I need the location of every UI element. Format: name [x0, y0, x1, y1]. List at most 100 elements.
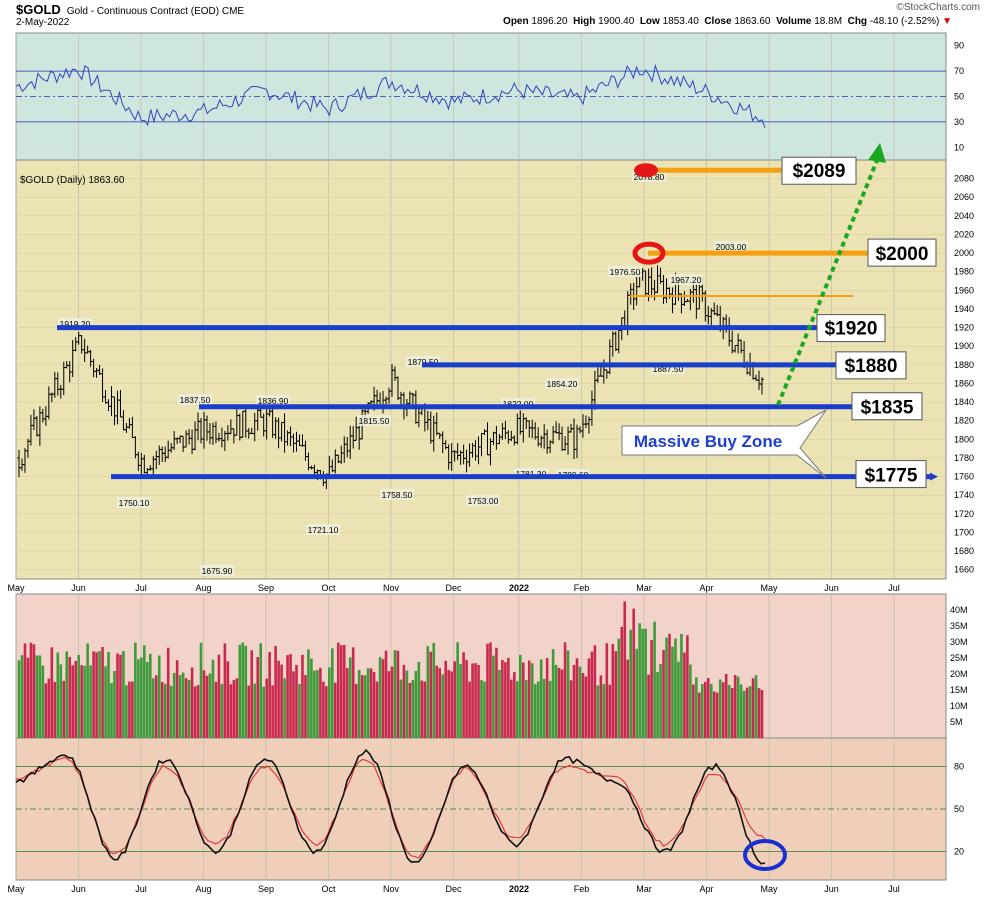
volume-bar	[671, 646, 674, 738]
price-label: 1822.00	[503, 399, 534, 409]
volume-bar	[706, 678, 710, 738]
volume-bar	[131, 681, 134, 738]
level-box-1880	[835, 351, 907, 380]
volume-bar	[662, 650, 665, 738]
price-y-tick: 1760	[954, 472, 974, 482]
volume-bar	[160, 681, 164, 738]
price-y-tick: 1740	[954, 490, 974, 500]
volume-bar	[244, 645, 248, 738]
price-x-tick: Mar	[636, 583, 652, 593]
price-label-bg	[178, 394, 212, 405]
volume-bar	[229, 684, 233, 738]
volume-bar	[689, 664, 692, 738]
volume-bar	[148, 653, 152, 738]
volume-bar	[292, 671, 295, 738]
price-label: 1721.10	[308, 525, 339, 535]
volume-bar	[677, 661, 680, 738]
volume-bar	[259, 643, 262, 738]
volume-bar	[751, 678, 755, 738]
rsi-y-tick: 30	[954, 117, 964, 127]
volume-bar	[539, 659, 543, 738]
stoch-x-tick: Jul	[888, 884, 900, 894]
volume-bar	[533, 684, 537, 738]
volume-bar	[322, 681, 325, 738]
volume-bar	[492, 655, 495, 738]
volume-bar	[193, 686, 197, 738]
volume-bar	[319, 667, 322, 738]
volume-bar	[47, 678, 51, 738]
volume-bar	[715, 692, 719, 738]
volume-bar	[465, 659, 468, 738]
volume-bar	[304, 675, 307, 738]
price-label: 1836.90	[258, 396, 289, 406]
volume-bar	[638, 623, 641, 738]
price-label: 1879.50	[408, 357, 439, 367]
price-y-tick: 2020	[954, 229, 974, 239]
volume-bar	[408, 682, 412, 738]
volume-bar	[420, 680, 424, 738]
price-label-bg	[669, 274, 703, 285]
volume-bar	[98, 650, 101, 738]
volume-bar	[190, 667, 194, 738]
price-y-tick: 1840	[954, 397, 974, 407]
price-label-bg	[466, 495, 500, 506]
volume-bar	[605, 643, 609, 738]
price-x-tick: Jul	[888, 583, 900, 593]
volume-bar	[80, 665, 83, 738]
stoch-x-tick: Jun	[824, 884, 839, 894]
volume-bar	[331, 648, 334, 738]
volume-bar	[659, 663, 662, 738]
price-label-bg	[714, 241, 748, 252]
volume-bar	[357, 670, 361, 738]
price-label-bg	[406, 356, 440, 367]
price-x-tick: Feb	[574, 583, 590, 593]
volume-bar	[686, 635, 689, 738]
rsi-line	[15, 63, 766, 128]
volume-bar	[298, 683, 301, 738]
volume-bar	[668, 633, 671, 738]
buy-zone-callout	[621, 409, 827, 479]
volume-bar	[623, 601, 627, 738]
volume-bar	[342, 644, 346, 738]
volume-bar	[360, 675, 364, 738]
volume-bar	[641, 628, 644, 738]
volume-bar	[507, 657, 510, 738]
volume-bar	[220, 684, 224, 738]
stoch-x-tick: Dec	[445, 884, 462, 894]
volume-bar	[313, 670, 316, 738]
volume-bar	[65, 651, 69, 738]
volume-bar	[301, 654, 304, 738]
volume-bar	[557, 667, 561, 738]
stoch-y-tick: 50	[954, 804, 964, 814]
volume-bar	[208, 673, 212, 738]
price-label: 2003.00	[716, 242, 747, 252]
volume-bar	[498, 669, 501, 738]
volume-bar	[262, 686, 265, 738]
price-label-bg	[357, 415, 391, 426]
volume-bar	[232, 680, 236, 738]
price-y-tick: 1980	[954, 267, 974, 277]
level-label-1835: $1835	[861, 398, 914, 419]
volume-bar	[59, 664, 63, 738]
volume-bar	[187, 679, 191, 738]
volume-bar	[578, 666, 582, 738]
price-label: 1781.30	[516, 469, 547, 479]
stoch-y-tick: 20	[954, 847, 964, 857]
stoch-x-tick: 2022	[509, 884, 529, 894]
price-y-tick: 1920	[954, 323, 974, 333]
volume-bar	[146, 662, 149, 738]
price-y-tick: 2000	[954, 248, 974, 258]
volume-bar	[727, 684, 731, 738]
volume-bar	[453, 661, 456, 738]
stoch-x-tick: Sep	[258, 884, 274, 894]
volume-bar	[554, 664, 558, 738]
rsi-y-tick: 50	[954, 92, 964, 102]
volume-bar	[590, 651, 594, 738]
chart-date: 2-May-2022	[16, 17, 70, 28]
volume-bar	[674, 638, 677, 738]
price-x-tick: May	[760, 583, 778, 593]
volume-bar	[172, 672, 176, 738]
volume-bar	[411, 679, 415, 738]
rsi-y-tick: 10	[954, 142, 964, 152]
volume-bar	[381, 659, 385, 738]
